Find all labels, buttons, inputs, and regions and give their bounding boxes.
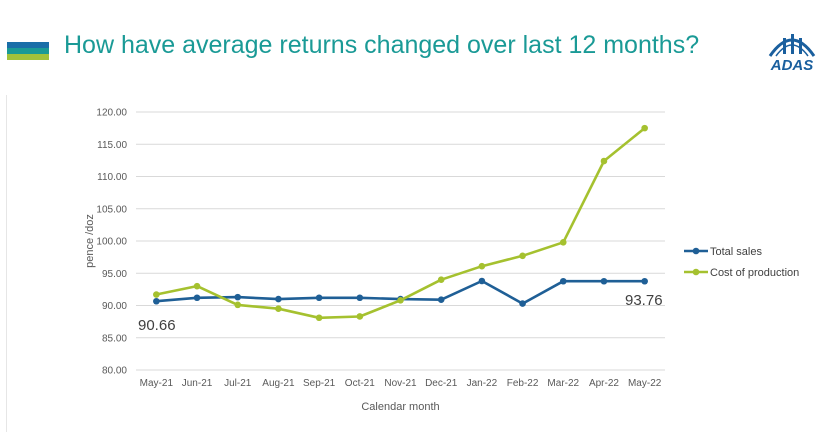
x-tick-label: Jul-21 (224, 378, 252, 389)
y-tick-label: 110.00 (97, 172, 127, 183)
y-tick-label: 95.00 (102, 269, 127, 280)
data-point-total-sales (193, 294, 201, 302)
data-point-total-sales (559, 277, 567, 285)
x-tick-label: Oct-21 (345, 378, 375, 389)
legend-marker-cost-of-production (692, 268, 700, 276)
x-tick-label: May-22 (628, 378, 662, 389)
data-point-total-sales (153, 297, 160, 305)
data-point-cost-of-production (315, 314, 323, 322)
x-tick-label: Apr-22 (589, 378, 619, 389)
data-point-total-sales (478, 277, 486, 285)
data-point-cost-of-production (437, 276, 445, 284)
accent-bar-green (7, 54, 49, 60)
data-point-total-sales (275, 295, 282, 303)
data-point-cost-of-production (641, 124, 648, 132)
x-tick-label: Nov-21 (384, 378, 417, 389)
data-point-total-sales (519, 300, 526, 307)
y-tick-label: 80.00 (102, 366, 127, 377)
y-tick-label: 100.00 (96, 237, 127, 248)
x-tick-label: Jun-21 (182, 378, 213, 389)
series-line-cost-of-production (156, 127, 646, 320)
y-axis-title: pence /doz (84, 214, 96, 268)
data-point-total-sales (600, 277, 608, 285)
data-point-cost-of-production (559, 238, 567, 246)
page-title: How have average returns changed over la… (64, 31, 700, 59)
legend-label-total-sales: Total sales (710, 246, 762, 258)
legend-marker-total-sales (692, 247, 700, 255)
accent-bar-blue (7, 42, 49, 48)
legend-label-cost-of-production: Cost of production (710, 267, 799, 279)
data-point-cost-of-production (356, 313, 364, 320)
data-point-cost-of-production (600, 157, 608, 165)
y-tick-label: 120.00 (96, 108, 127, 119)
y-tick-label: 115.00 (97, 140, 127, 151)
data-point-cost-of-production (478, 262, 486, 270)
x-tick-label: Mar-22 (547, 378, 579, 389)
data-point-cost-of-production (275, 305, 282, 313)
y-tick-label: 90.00 (102, 301, 127, 312)
data-point-total-sales (315, 294, 323, 302)
adas-logo: ADAS (768, 34, 816, 74)
x-tick-label: Aug-21 (262, 378, 295, 389)
accent-bar-teal (7, 48, 49, 54)
data-point-cost-of-production (153, 291, 160, 298)
data-point-cost-of-production (193, 282, 201, 290)
data-point-total-sales (356, 294, 364, 302)
x-tick-label: Feb-22 (507, 378, 539, 389)
data-point-total-sales (437, 296, 445, 303)
data-label-first: 90.66 (138, 317, 176, 334)
y-tick-label: 85.00 (102, 333, 127, 344)
data-point-total-sales (234, 293, 242, 301)
data-point-cost-of-production (234, 301, 242, 309)
left-divider (6, 95, 7, 432)
x-tick-label: Sep-21 (303, 378, 336, 389)
data-point-cost-of-production (519, 252, 526, 260)
x-tick-label: Dec-21 (425, 378, 458, 389)
x-tick-label: May-21 (140, 378, 174, 389)
svg-text:ADAS: ADAS (770, 57, 814, 74)
accent-bars (7, 42, 49, 60)
x-axis-title: Calendar month (361, 401, 439, 413)
data-point-cost-of-production (397, 297, 404, 304)
y-tick-label: 105.00 (96, 204, 127, 215)
x-tick-label: Jan-22 (467, 378, 498, 389)
data-label-last: 93.76 (625, 292, 663, 309)
data-point-total-sales (641, 277, 648, 285)
